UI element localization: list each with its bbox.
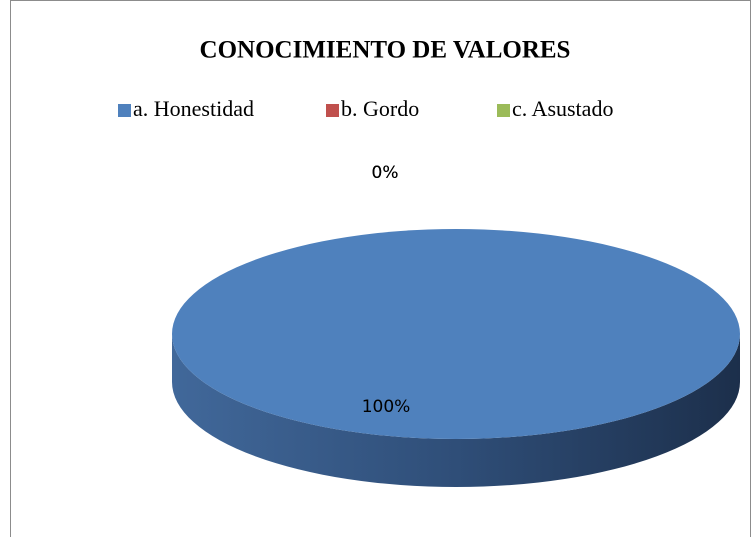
data-label: 100% [362, 397, 411, 417]
legend-label: b. Gordo [341, 96, 419, 121]
chart-title: CONOCIMIENTO DE VALORES [200, 37, 571, 64]
legend-label: a. Honestidad [133, 96, 254, 121]
data-label: 0% [372, 163, 399, 183]
pie-slice [172, 229, 740, 439]
legend-swatch [118, 104, 131, 117]
legend-swatch [497, 104, 510, 117]
legend-swatch [326, 104, 339, 117]
data-label: 0% [372, 163, 399, 183]
pie-slice-side [172, 334, 740, 487]
legend-label: c. Asustado [512, 96, 613, 121]
